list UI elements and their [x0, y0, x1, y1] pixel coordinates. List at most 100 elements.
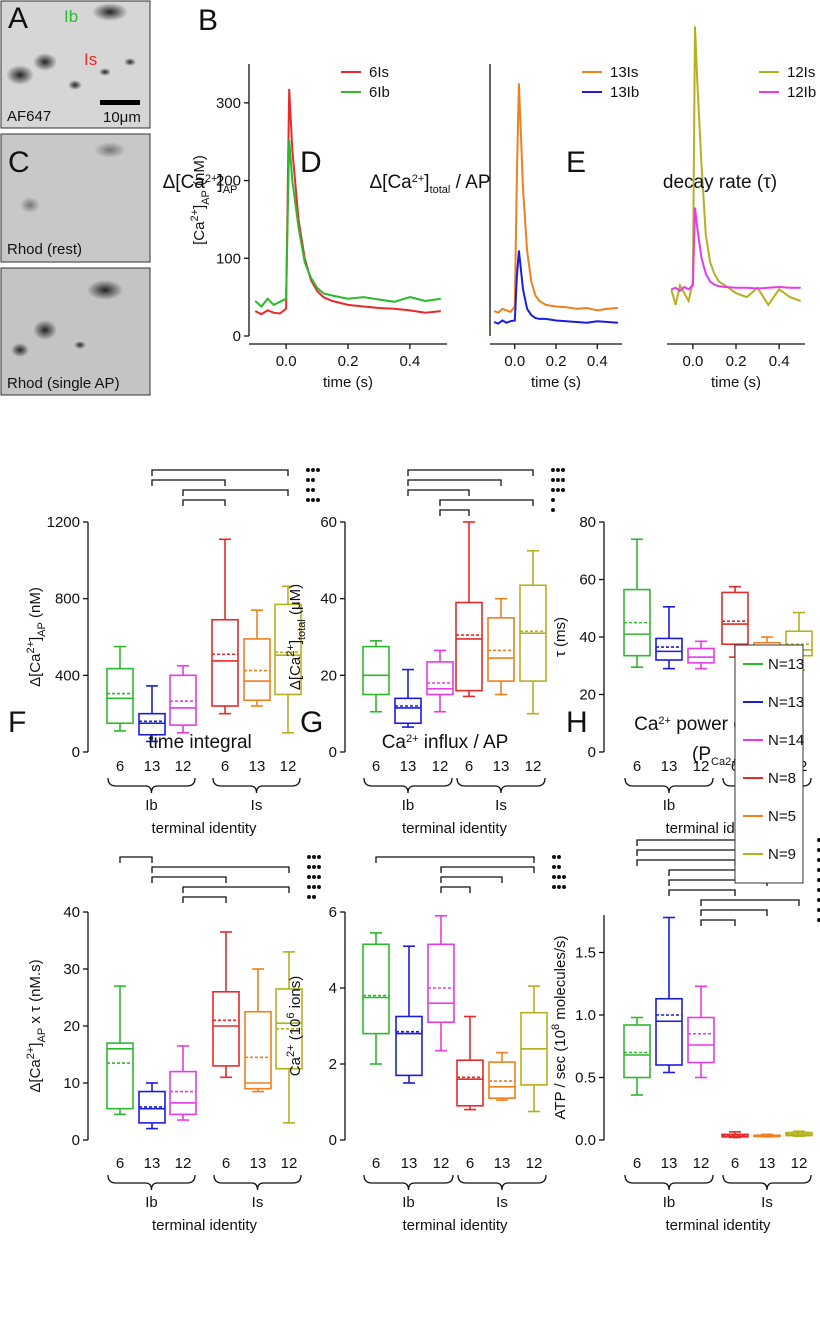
x-tick-label: 0.4 — [587, 353, 608, 370]
y-axis-label-part: 2+ — [25, 641, 37, 654]
box — [455, 601, 483, 692]
x-tick-label: 13 — [661, 1155, 678, 1172]
significance-dot — [552, 875, 556, 879]
x-tick-label: 13 — [249, 758, 266, 775]
chart-title-part: Δ[Ca — [163, 172, 206, 193]
box — [687, 647, 715, 664]
x-tick-label: 6 — [465, 758, 473, 775]
y-axis-label: Ca2+ (106 ions) — [285, 976, 304, 1076]
significance-dot — [551, 468, 555, 472]
chart-title-part: Ca — [634, 714, 659, 735]
trace — [670, 207, 801, 293]
x-axis-label: time (s) — [531, 374, 581, 391]
panel-letter: B — [198, 4, 218, 37]
trace — [254, 88, 441, 316]
y-axis-label-part: Δ[Ca — [27, 653, 44, 687]
significance-dot — [312, 865, 316, 869]
significance-dot — [552, 885, 556, 889]
y-axis-label-part: AP — [200, 190, 212, 205]
chart-title: Δ[Ca2+]AP — [163, 172, 238, 196]
x-axis-label: time (s) — [323, 374, 373, 391]
x-tick-label: 12 — [432, 758, 449, 775]
box — [169, 674, 197, 726]
significance-dot — [312, 875, 316, 879]
significance-dot — [311, 468, 315, 472]
y-tick-label: 1200 — [47, 514, 80, 531]
y-tick-label: 6 — [329, 904, 337, 921]
x-tick-label: 6 — [221, 758, 229, 775]
y-axis-label: Δ[Ca2+]AP (nM) — [25, 587, 48, 687]
y-axis-label-part: (μM) — [287, 584, 304, 619]
significance-dot — [551, 508, 555, 512]
box — [244, 1010, 272, 1090]
chart-title-part: ] — [424, 172, 429, 193]
y-axis-label-part: 2+ — [285, 644, 297, 657]
significance-dot — [557, 865, 561, 869]
group-brace — [212, 777, 301, 794]
panel-a: A Ib Is AF647 10μm Rhod (rest) Rhod (sin… — [0, 0, 151, 396]
legend-label: N=14 — [768, 732, 804, 749]
significance-dot — [312, 855, 316, 859]
y-axis-label: ATP / sec (108 molecules/s) — [550, 936, 569, 1120]
significance-dot — [312, 895, 316, 899]
box — [655, 997, 683, 1066]
y-tick-label: 40 — [63, 904, 80, 921]
x-tick-label: 6 — [372, 758, 380, 775]
significance-dot — [562, 875, 566, 879]
x-tick-label: 0.2 — [338, 353, 359, 370]
x-tick-label: 0.4 — [769, 353, 790, 370]
significance-bracket — [636, 859, 736, 866]
significance-dot — [817, 848, 820, 852]
x-tick-label: 12 — [791, 1155, 808, 1172]
significance-dot — [317, 875, 321, 879]
significance-dot — [306, 498, 310, 502]
group-brace — [363, 777, 453, 794]
label-single: Rhod (single AP) — [7, 375, 120, 392]
chart-title: decay rate (τ) — [663, 172, 777, 193]
x-axis-label: terminal identity — [152, 1217, 258, 1234]
x-axis-label: terminal identity — [665, 1217, 771, 1234]
panel-letter: F — [8, 706, 26, 739]
group-brace — [213, 1174, 302, 1191]
y-axis-label-part: ions) — [287, 976, 304, 1013]
y-tick-label: 100 — [216, 250, 241, 267]
panel-letter: C — [8, 146, 30, 179]
group-label: Is — [496, 1194, 508, 1211]
chart-title-part: time integral — [148, 732, 252, 753]
chart-title: Ca2+ influx / AP — [382, 732, 509, 753]
box — [243, 638, 271, 702]
significance-dot — [817, 858, 820, 862]
y-axis-label-part: molecules/s) — [552, 936, 569, 1024]
box — [687, 1016, 715, 1064]
significance-dot — [307, 865, 311, 869]
significance-dot — [552, 865, 556, 869]
y-tick-label: 1.0 — [575, 1007, 596, 1024]
group-label: Ib — [145, 1194, 158, 1211]
y-axis-label: [Ca2+]AP (nM) — [189, 155, 212, 245]
y-axis-label-part: ] — [287, 640, 304, 644]
box — [395, 1015, 423, 1077]
y-tick-label: 2 — [329, 1056, 337, 1073]
x-axis-label: time (s) — [711, 374, 761, 391]
group-label: Is — [251, 797, 263, 814]
y-axis-label-part: 8 — [550, 1024, 562, 1030]
x-axis-label: terminal identity — [402, 1217, 508, 1234]
y-tick-label: 4 — [329, 980, 337, 997]
y-axis-label: Δ[Ca2+]AP x τ (nM.s) — [25, 959, 48, 1092]
x-tick-label: 13 — [661, 758, 678, 775]
group-brace — [107, 1174, 196, 1191]
y-tick-label: 0 — [329, 744, 337, 761]
y-axis-label-part: Ca — [287, 1056, 304, 1076]
significance-bracket — [182, 886, 290, 893]
y-axis-label-part: AP — [36, 1028, 48, 1043]
box — [456, 1059, 484, 1107]
box — [721, 591, 749, 645]
trace — [254, 140, 441, 308]
legend-label: 12Ib — [787, 84, 816, 101]
box — [487, 617, 515, 682]
significance-dot — [307, 885, 311, 889]
significance-bracket — [700, 899, 800, 906]
box — [488, 1061, 516, 1099]
y-tick-label: 60 — [579, 572, 596, 589]
group-brace — [363, 1174, 454, 1191]
